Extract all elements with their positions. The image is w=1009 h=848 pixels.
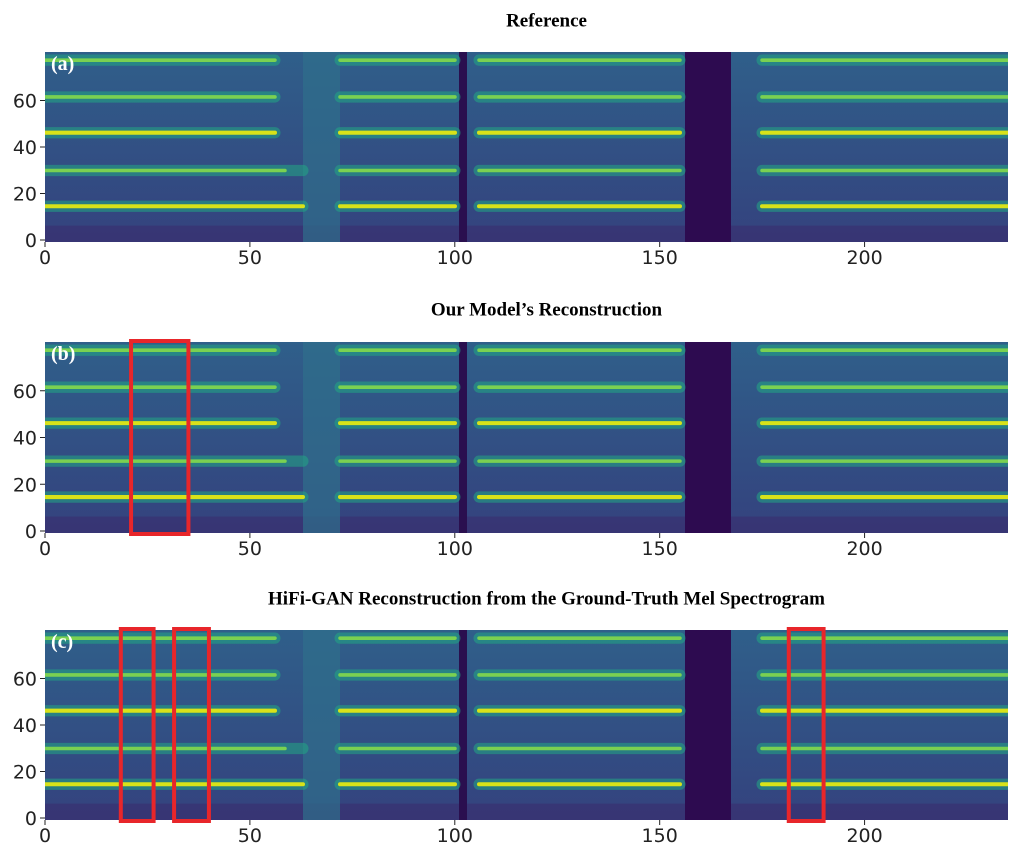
- highlight-box: [118, 627, 156, 823]
- x-tick-label: 200: [846, 538, 882, 560]
- x-tick-label: 100: [437, 538, 473, 560]
- y-tick-label: 0: [25, 808, 37, 830]
- x-tick-label: 100: [437, 247, 473, 269]
- panel-title: Our Model’s Reconstruction: [431, 299, 663, 320]
- y-tick-label: 40: [13, 137, 37, 159]
- highlight-box: [129, 339, 191, 536]
- y-tick-label: 40: [13, 428, 37, 450]
- y-tick-label: 0: [25, 521, 37, 543]
- y-tick-label: 20: [13, 184, 37, 206]
- y-tick-label: 20: [13, 474, 37, 496]
- panel-label: (a): [51, 53, 74, 75]
- y-tick-label: 0: [25, 230, 37, 252]
- x-tick-label: 150: [642, 825, 678, 847]
- x-tick-label: 100: [437, 825, 473, 847]
- panel-label: (c): [51, 631, 73, 653]
- x-tick-label: 150: [642, 247, 678, 269]
- x-tick-label: 200: [846, 825, 882, 847]
- highlight-box: [172, 627, 211, 823]
- x-tick-label: 0: [39, 825, 51, 847]
- x-tick-label: 0: [39, 538, 51, 560]
- spectrogram: [45, 52, 1008, 242]
- x-tick-label: 50: [238, 538, 262, 560]
- y-tick-label: 40: [13, 715, 37, 737]
- y-tick-label: 60: [13, 381, 37, 403]
- y-tick-label: 60: [13, 91, 37, 113]
- x-tick-label: 50: [238, 825, 262, 847]
- panel-title: Reference: [506, 10, 587, 31]
- x-tick-label: 0: [39, 247, 51, 269]
- x-tick-label: 50: [238, 247, 262, 269]
- x-tick-label: 150: [642, 538, 678, 560]
- highlight-box: [786, 627, 826, 823]
- y-tick-label: 20: [13, 762, 37, 784]
- spectrogram: [45, 630, 1008, 820]
- panel-label: (b): [51, 343, 75, 365]
- panel-title: HiFi-GAN Reconstruction from the Ground-…: [268, 588, 825, 609]
- y-tick-label: 60: [13, 669, 37, 691]
- x-tick-label: 200: [846, 247, 882, 269]
